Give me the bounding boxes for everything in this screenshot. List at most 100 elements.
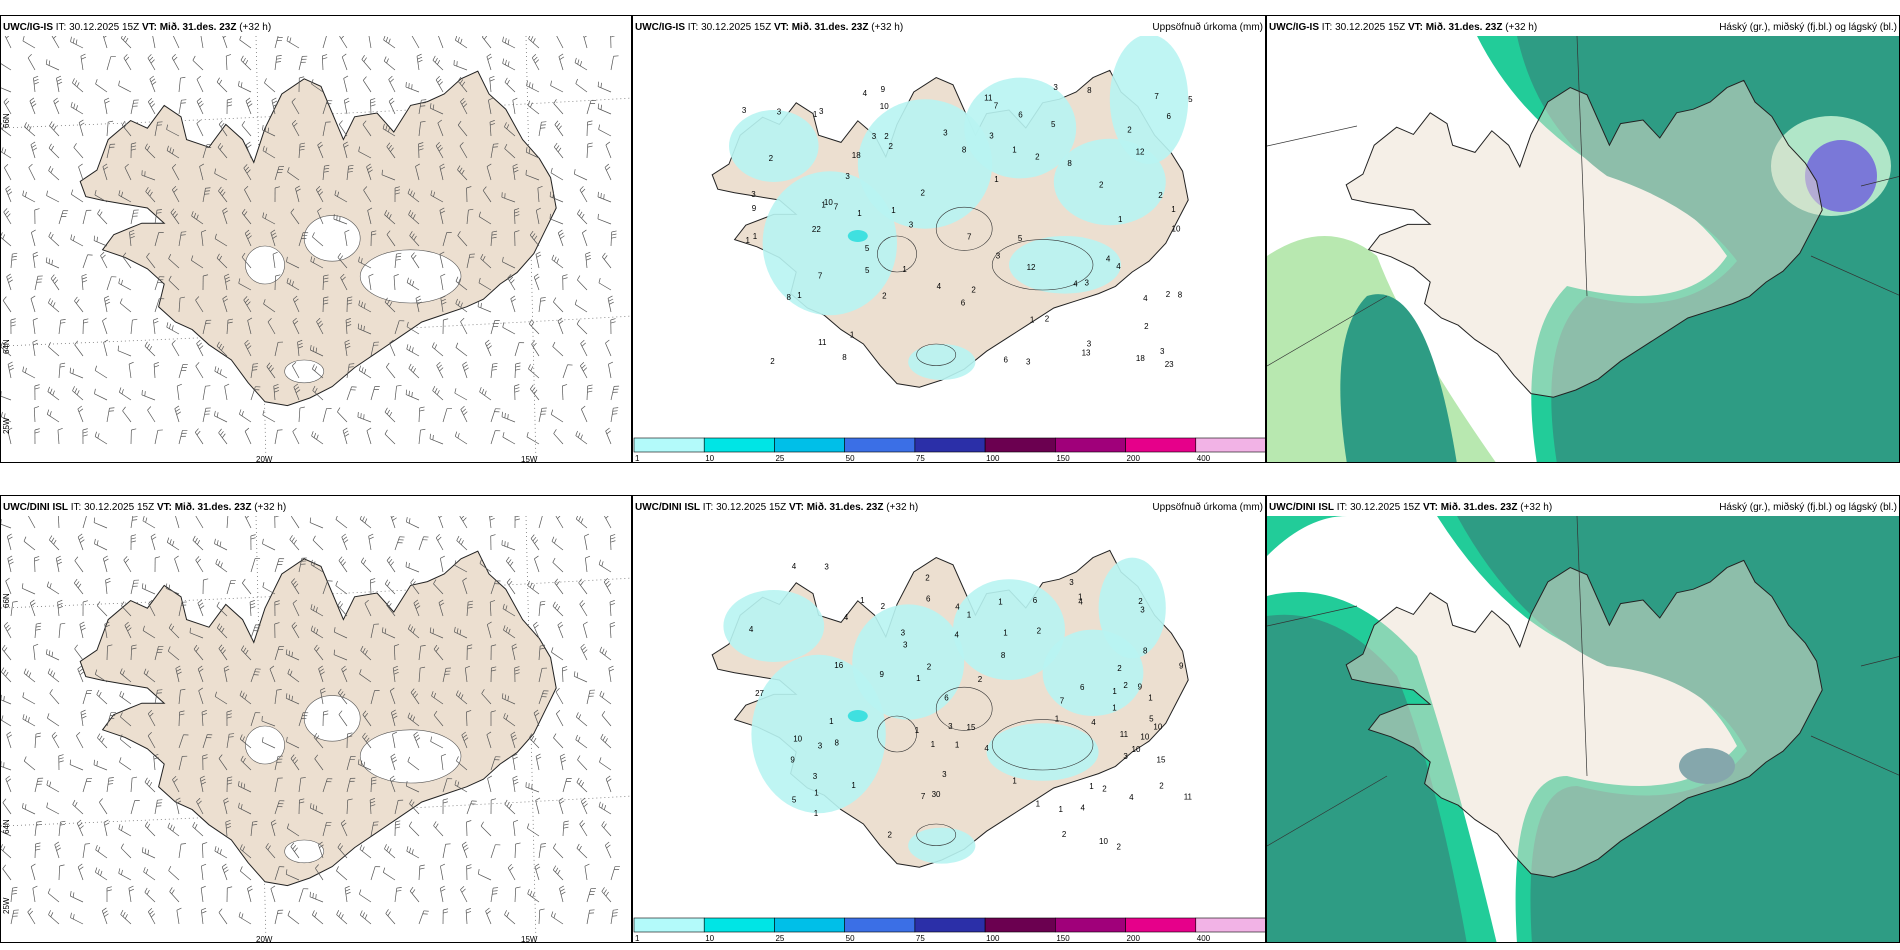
precip-value: 15 — [1157, 756, 1166, 765]
precip-value: 1 — [916, 674, 921, 683]
precip-value: 6 — [1033, 596, 1038, 605]
precip-value: 2 — [769, 154, 774, 163]
precip-value: 10 — [1132, 745, 1141, 754]
precip-value: 1 — [1171, 205, 1176, 214]
issue-time: IT: 30.12.2025 15Z — [68, 502, 157, 513]
lead-time: (+32 h) — [868, 22, 904, 33]
glacier — [916, 823, 957, 846]
wind-map: 66N 64N 25W 20W 15W — [1, 36, 631, 463]
precip-value: 2 — [1045, 315, 1050, 324]
precip-value: 5 — [1018, 234, 1023, 243]
precip-value: 2 — [1158, 191, 1163, 200]
region-lines — [1267, 36, 1899, 367]
precip-value: 2 — [927, 663, 932, 672]
colorbar: 1 10 25 50 75 100 150 200 400 — [633, 917, 1265, 943]
precip-value: 2 — [770, 357, 775, 366]
colorbar-label: 400 — [1197, 934, 1211, 943]
valid-time: VT: Mið. 31.des. 23Z — [1407, 22, 1503, 33]
precip-value: 3 — [813, 772, 818, 781]
lead-time: (+32 h) — [1502, 22, 1538, 33]
precip-value: 8 — [1087, 86, 1092, 95]
issue-time: IT: 30.12.2025 15Z — [685, 22, 774, 33]
region-lines — [1267, 516, 1899, 847]
wind-barbs — [1, 36, 620, 445]
precip-value: 7 — [967, 232, 972, 241]
iceland-outline — [1345, 559, 1823, 878]
graticule-label: 25W — [2, 417, 11, 434]
precip-value: 9 — [881, 85, 886, 94]
colorbar-label: 25 — [775, 454, 784, 463]
precip-value: 3 — [1160, 347, 1165, 356]
precip-value: 1 — [1003, 629, 1008, 638]
graticule-label: 15W — [521, 935, 538, 943]
precip-value: 2 — [1127, 126, 1132, 135]
precip-value: 1 — [1112, 687, 1117, 696]
precip-value: 1 — [821, 201, 826, 210]
precip-value: 1 — [746, 236, 751, 245]
precip-value: 2 — [1117, 842, 1122, 851]
precip-value: 1 — [814, 789, 819, 798]
precip-value: 2 — [882, 292, 887, 301]
precip-value: 2 — [881, 602, 886, 611]
precip-value: 1 — [851, 781, 856, 790]
precip-value: 9 — [1179, 661, 1184, 670]
precip-value: 4 — [1129, 793, 1134, 802]
cloud-title: Háský (gr.), miðský (fj.bl.) og lágský (… — [1719, 502, 1897, 513]
precip-value: 1 — [1089, 782, 1094, 791]
precip-value: 30 — [932, 790, 941, 799]
precip-value: 8 — [1143, 646, 1148, 655]
precip-value: 8 — [1067, 159, 1072, 168]
precip-value: 2 — [1037, 627, 1042, 636]
precip-panel-bottom: UWC/DINI ISL IT: 30.12.2025 15Z VT: Mið.… — [632, 495, 1266, 943]
precip-value: 1 — [994, 175, 999, 184]
glacier — [991, 719, 1094, 771]
precip-value: 10 — [1140, 732, 1149, 741]
precip-value: 7 — [1154, 92, 1159, 101]
glacier — [284, 839, 325, 864]
precip-value: 4 — [1073, 280, 1078, 289]
lead-time: (+32 h) — [1517, 502, 1553, 513]
precip-value: 12 — [1027, 263, 1036, 272]
colorbar-label: 75 — [916, 454, 925, 463]
precip-value: 1 — [1148, 693, 1153, 702]
precip-value: 10 — [1099, 837, 1108, 846]
precip-value: 3 — [948, 722, 953, 731]
precip-value: 5 — [865, 266, 870, 275]
cloud-panel-top: UWC/IG-IS IT: 30.12.2025 15Z VT: Mið. 31… — [1266, 15, 1900, 463]
precip-value: 1 — [814, 809, 819, 818]
precip-value: 10 — [793, 734, 802, 743]
precip-value: 3 — [1085, 279, 1090, 288]
precip-value: 2 — [1099, 180, 1104, 189]
graticule-label: 20W — [256, 455, 273, 463]
precip-value: 3 — [1087, 340, 1092, 349]
precip-areas — [729, 36, 1189, 380]
precip-value: 8 — [787, 293, 792, 302]
model-name: UWC/IG-IS — [1269, 22, 1319, 33]
precip-value: 1 — [1055, 715, 1060, 724]
glacier — [991, 239, 1094, 291]
precip-value: 4 — [863, 89, 868, 98]
colorbar-swatch — [844, 437, 916, 453]
precip-value: 8 — [842, 353, 847, 362]
colorbar-label: 50 — [846, 454, 855, 463]
precip-value: 11 — [984, 93, 993, 102]
glacier — [359, 729, 462, 784]
precip-value: 15 — [967, 723, 976, 732]
lead-time: (+32 h) — [236, 22, 272, 33]
precip-value: 2 — [1035, 153, 1040, 162]
precip-value: 9 — [880, 670, 885, 679]
precip-value: 7 — [818, 271, 823, 280]
glacier — [935, 206, 993, 251]
colorbar: 1 10 25 50 75 100 150 200 400 — [633, 437, 1265, 463]
precip-value: 1 — [1118, 215, 1123, 224]
precip-value: 1 — [891, 206, 896, 215]
issue-time: IT: 30.12.2025 15Z — [700, 502, 789, 513]
graticule-label: 25W — [2, 897, 11, 914]
precip-value: 2 — [1123, 681, 1128, 690]
panel-header: UWC/IG-IS IT: 30.12.2025 15Z VT: Mið. 31… — [1269, 19, 1537, 37]
precip-value: 3 — [751, 190, 756, 199]
panel-header: UWC/DINI ISL IT: 30.12.2025 15Z VT: Mið.… — [1269, 499, 1552, 517]
precip-value: 2 — [1117, 664, 1122, 673]
panel-header: UWC/DINI ISL IT: 30.12.2025 15Z VT: Mið.… — [3, 499, 286, 517]
precip-value: 1 — [1036, 800, 1041, 809]
